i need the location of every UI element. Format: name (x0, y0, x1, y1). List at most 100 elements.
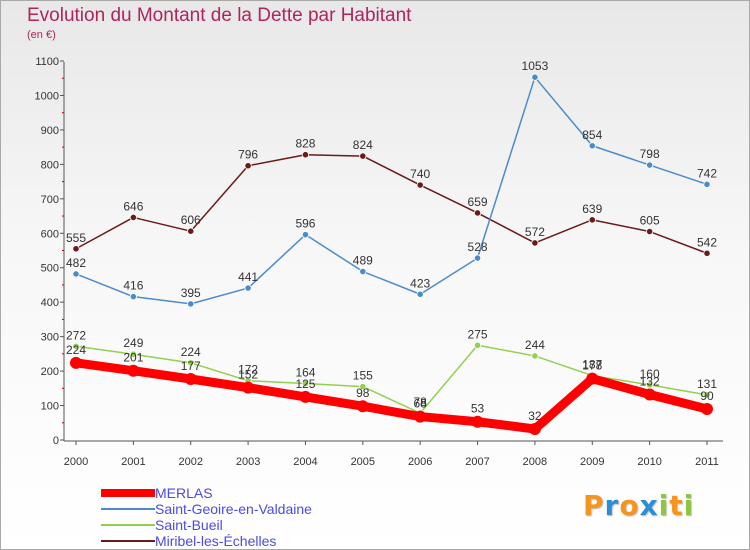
data-point (416, 290, 424, 298)
logo-letter: x (639, 489, 659, 522)
legend-item: Miribel-les-Échelles (101, 533, 312, 549)
data-point (359, 152, 367, 160)
y-tick-label: 1100 (35, 56, 59, 68)
data-point (72, 245, 80, 253)
data-label: 78 (414, 395, 428, 409)
data-label: 131 (697, 377, 717, 391)
data-point (184, 373, 197, 386)
y-tick-label: 100 (41, 401, 59, 413)
legend-swatch (101, 540, 155, 542)
data-label: 1053 (522, 59, 549, 73)
y-tick-label: 1000 (35, 90, 59, 102)
data-point (586, 372, 599, 385)
logo-letter: i (658, 489, 670, 522)
data-point (531, 73, 539, 81)
data-label: 152 (238, 368, 258, 382)
data-point (359, 267, 367, 276)
data-label: 606 (181, 213, 201, 227)
data-label: 796 (238, 148, 258, 162)
data-point (701, 402, 713, 415)
legend-swatch (101, 524, 155, 526)
data-point (299, 390, 312, 403)
y-tick-label: 300 (41, 332, 59, 344)
data-point (703, 180, 711, 188)
data-label: 244 (525, 338, 545, 352)
series-line (75, 153, 708, 254)
logo-letter: t (669, 489, 684, 522)
legend-label: Saint-Bueil (155, 517, 223, 533)
data-point (244, 284, 252, 292)
chart-title: Evolution du Montant de la Dette par Hab… (27, 5, 412, 26)
y-tick-label: 0 (53, 435, 59, 447)
legend-swatch (101, 489, 155, 497)
x-tick-label: 2000 (64, 456, 88, 468)
data-label: 178 (582, 359, 602, 373)
y-tick-label: 200 (41, 366, 59, 378)
data-point (187, 359, 195, 367)
data-label: 824 (353, 138, 373, 152)
data-label: 172 (238, 363, 258, 377)
data-label: 68 (414, 397, 428, 411)
data-point (127, 364, 140, 377)
data-point (129, 213, 137, 222)
data-label: 249 (123, 336, 143, 350)
data-label: 272 (66, 328, 86, 342)
x-tick-label: 2006 (408, 456, 432, 468)
data-label: 596 (295, 217, 315, 231)
data-label: 854 (582, 128, 602, 142)
x-tick-label: 2001 (121, 456, 145, 468)
y-tick-label: 500 (41, 263, 59, 275)
x-tick-label: 2002 (178, 456, 202, 468)
data-label: 53 (471, 402, 485, 416)
data-point (588, 142, 596, 150)
legend-item: Saint-Bueil (101, 517, 312, 533)
data-label: 125 (295, 377, 315, 391)
data-label: 416 (123, 279, 143, 293)
data-point (643, 388, 656, 401)
data-point (359, 382, 367, 391)
data-label: 639 (582, 202, 602, 216)
x-tick-label: 2005 (351, 456, 375, 468)
data-label: 659 (468, 195, 488, 209)
data-point (72, 270, 80, 278)
data-point (414, 410, 427, 423)
data-label: 98 (356, 386, 370, 400)
logo-letter: r (604, 489, 620, 522)
data-label: 201 (123, 351, 143, 365)
data-point (646, 161, 654, 169)
x-tick-label: 2011 (695, 456, 719, 468)
x-tick-label: 2007 (465, 456, 489, 468)
logo-letter: i (683, 489, 695, 522)
data-point (531, 352, 539, 360)
data-point (129, 350, 137, 358)
data-label: 160 (640, 367, 660, 381)
data-label: 224 (66, 343, 86, 357)
legend-swatch (101, 508, 155, 510)
data-label: 740 (410, 167, 430, 181)
x-tick-label: 2008 (523, 456, 547, 468)
data-label: 646 (123, 199, 143, 213)
legend-label: MERLAS (155, 485, 213, 501)
data-point (531, 239, 539, 247)
data-point (528, 422, 541, 435)
x-tick-label: 2003 (236, 456, 260, 468)
data-label: 155 (353, 369, 373, 383)
series-line (75, 76, 708, 305)
data-label: 224 (181, 345, 201, 359)
data-point (187, 300, 195, 308)
data-label: 555 (66, 231, 86, 245)
data-point (588, 216, 596, 224)
y-tick-label: 900 (41, 125, 59, 137)
data-point (301, 231, 310, 239)
data-label: 132 (640, 375, 660, 389)
y-tick-label: 800 (41, 159, 59, 171)
data-point (473, 254, 482, 262)
data-label: 32 (528, 409, 542, 423)
data-label: 798 (640, 147, 660, 161)
data-label: 528 (468, 240, 488, 254)
data-label: 423 (410, 276, 430, 290)
data-point (301, 379, 310, 388)
legend-label: Miribel-les-Échelles (155, 533, 277, 549)
data-point (473, 209, 482, 217)
